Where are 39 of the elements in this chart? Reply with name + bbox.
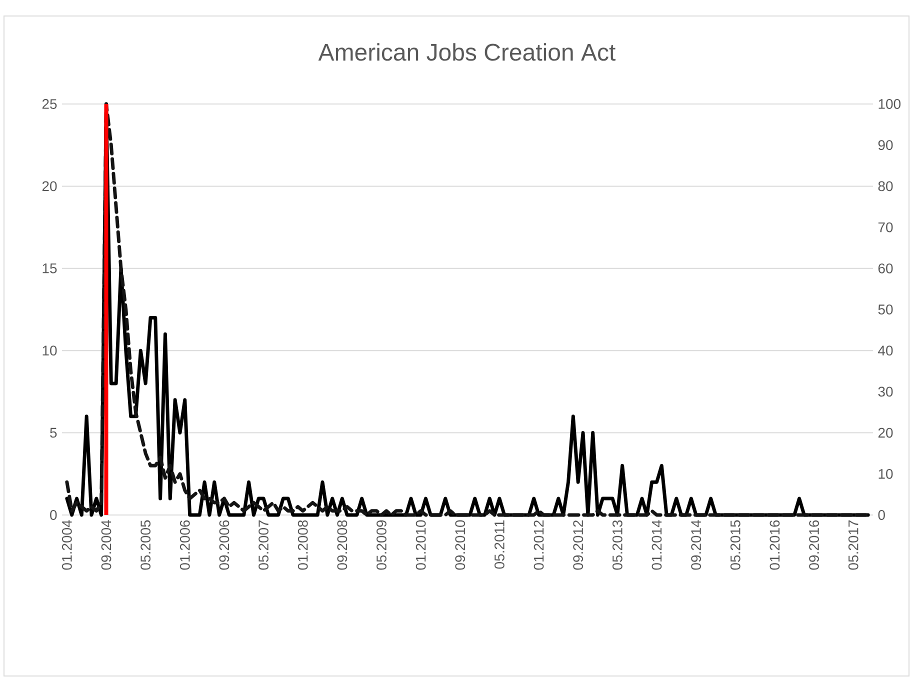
y-tick-label: 0 bbox=[50, 510, 57, 520]
x-tick-label: 05.2009 bbox=[376, 520, 386, 570]
x-tick-label: 09.2010 bbox=[455, 520, 466, 570]
y-tick-label: 15 bbox=[42, 264, 57, 274]
x-tick-label: 09.2006 bbox=[219, 520, 230, 570]
chart-title: American Jobs Creation Act bbox=[318, 43, 616, 61]
x-tick-label: 01.2016 bbox=[770, 520, 780, 570]
y2-tick-label: 40 bbox=[878, 346, 893, 356]
x-tick-label: 05.2017 bbox=[848, 520, 858, 570]
x-tick-label: 05.2015 bbox=[730, 520, 740, 570]
y-tick-label: 25 bbox=[42, 99, 57, 109]
x-tick-label: 09.2012 bbox=[573, 520, 584, 570]
y-tick-label: 20 bbox=[42, 181, 57, 192]
x-tick-label: 01.2008 bbox=[298, 520, 308, 570]
x-tick-label: 09.2016 bbox=[809, 520, 819, 570]
x-tick-label: 05.2005 bbox=[140, 520, 151, 570]
x-tick-label: 09.2008 bbox=[337, 520, 348, 570]
y2-tick-label: 60 bbox=[878, 263, 893, 274]
y2-tick-label: 50 bbox=[878, 304, 893, 314]
y2-tick-label: 10 bbox=[878, 468, 893, 479]
x-tick-label: 09.2004 bbox=[101, 520, 112, 570]
x-tick-label: 05.2011 bbox=[494, 520, 504, 569]
x-tick-label: 05.2007 bbox=[258, 520, 268, 570]
x-tick-label: 01.2010 bbox=[416, 520, 426, 570]
x-tick-label: 05.2013 bbox=[612, 520, 622, 570]
x-tick-label: 01.2014 bbox=[652, 520, 662, 570]
y2-tick-label: 90 bbox=[878, 140, 893, 150]
y2-tick-label: 70 bbox=[878, 222, 893, 232]
x-tick-label: 01.2004 bbox=[62, 520, 72, 570]
y2-tick-label: 100 bbox=[878, 99, 901, 109]
x-tick-label: 09.2014 bbox=[691, 520, 702, 570]
y2-tick-label: 20 bbox=[878, 428, 893, 438]
x-tick-label: 01.2006 bbox=[180, 520, 190, 570]
y2-tick-label: 0 bbox=[878, 510, 885, 520]
y-tick-label: 10 bbox=[42, 346, 57, 356]
y2-tick-label: 80 bbox=[878, 181, 893, 192]
x-tick-label: 01.2012 bbox=[534, 520, 544, 570]
y-tick-label: 5 bbox=[50, 428, 57, 438]
y2-tick-label: 30 bbox=[878, 386, 893, 397]
